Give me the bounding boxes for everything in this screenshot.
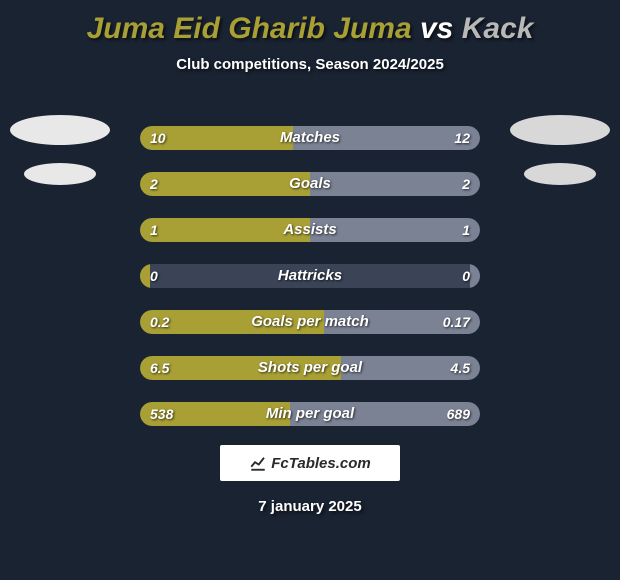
subtitle: Club competitions, Season 2024/2025 — [0, 56, 620, 73]
stat-row: Min per goal538 689 — [140, 394, 480, 434]
stat-row: Assists1 1 — [140, 210, 480, 250]
stat-value-right: 12 — [454, 126, 470, 150]
stat-label: Shots per goal — [140, 356, 480, 380]
player1-logo — [10, 115, 110, 205]
player2-name: Kack — [462, 12, 534, 45]
stat-row: Goals2 2 — [140, 164, 480, 204]
stat-row: Hattricks0 0 — [140, 256, 480, 296]
stat-value-right: 689 — [447, 402, 470, 426]
stat-value-left: 1 — [150, 218, 158, 242]
stat-value-left: 2 — [150, 172, 158, 196]
stat-value-left: 0 — [150, 264, 158, 288]
stat-label: Goals per match — [140, 310, 480, 334]
stats-container: Matches10 12 Goals2 2 Assists1 1 Hattricks0 0 Go… — [140, 118, 480, 440]
player2-logo — [510, 115, 610, 205]
stat-row: Goals per match0.2 0.17 — [140, 302, 480, 342]
stat-value-left: 6.5 — [150, 356, 169, 380]
vs-text: vs — [420, 12, 453, 45]
stat-value-left: 0.2 — [150, 310, 169, 334]
date-text: 7 january 2025 — [0, 498, 620, 515]
comparison-title: Juma Eid Gharib Juma vs Kack — [0, 0, 620, 46]
stat-value-left: 538 — [150, 402, 173, 426]
stat-row: Matches10 12 — [140, 118, 480, 158]
watermark: FcTables.com — [220, 445, 400, 481]
stat-label: Goals — [140, 172, 480, 196]
watermark-text: FcTables.com — [271, 455, 370, 472]
stat-label: Assists — [140, 218, 480, 242]
player1-name: Juma Eid Gharib Juma — [87, 12, 412, 45]
stat-value-right: 1 — [462, 218, 470, 242]
stat-value-right: 0 — [462, 264, 470, 288]
stat-label: Hattricks — [140, 264, 480, 288]
stat-label: Matches — [140, 126, 480, 150]
chart-icon — [249, 454, 267, 472]
stat-row: Shots per goal6.5 4.5 — [140, 348, 480, 388]
stat-label: Min per goal — [140, 402, 480, 426]
stat-value-left: 10 — [150, 126, 166, 150]
stat-value-right: 0.17 — [443, 310, 470, 334]
stat-value-right: 2 — [462, 172, 470, 196]
stat-value-right: 4.5 — [451, 356, 470, 380]
